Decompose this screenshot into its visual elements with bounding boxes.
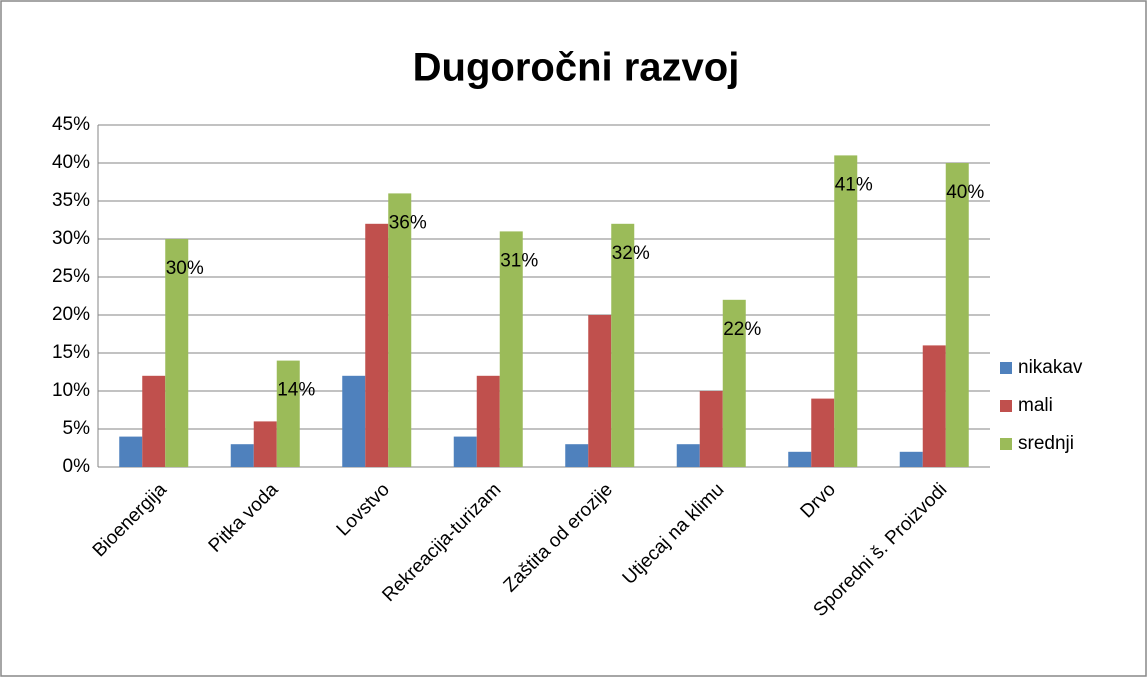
bar bbox=[788, 451, 812, 467]
legend-swatch bbox=[1000, 400, 1012, 412]
legend-swatch bbox=[1000, 362, 1012, 374]
y-tick-label: 45% bbox=[52, 114, 90, 135]
bar bbox=[342, 375, 366, 467]
bar bbox=[230, 444, 254, 467]
bar bbox=[499, 231, 523, 467]
bar bbox=[388, 193, 412, 467]
bar bbox=[253, 421, 277, 467]
bar bbox=[276, 360, 300, 467]
y-tick-label: 25% bbox=[52, 266, 90, 287]
bar bbox=[476, 375, 500, 467]
data-label: 32% bbox=[612, 243, 650, 264]
data-label: 31% bbox=[500, 250, 538, 271]
bar bbox=[899, 451, 923, 467]
data-label: 22% bbox=[723, 319, 761, 340]
data-label: 30% bbox=[166, 258, 204, 279]
bar bbox=[453, 436, 477, 467]
data-label: 36% bbox=[389, 212, 427, 233]
data-label: 40% bbox=[946, 182, 984, 203]
bar bbox=[565, 444, 589, 467]
bar bbox=[722, 299, 746, 467]
data-label: 14% bbox=[277, 380, 315, 401]
y-tick-label: 30% bbox=[52, 228, 90, 249]
legend-label: srednji bbox=[1018, 433, 1074, 454]
y-tick-label: 40% bbox=[52, 152, 90, 173]
bar bbox=[834, 155, 858, 467]
y-tick-label: 0% bbox=[63, 456, 91, 477]
data-label: 41% bbox=[835, 174, 873, 195]
bar bbox=[811, 398, 835, 467]
y-tick-label: 15% bbox=[52, 342, 90, 363]
bar bbox=[365, 223, 389, 467]
y-tick-label: 35% bbox=[52, 190, 90, 211]
chart-title: Dugoročni razvoj bbox=[413, 46, 740, 90]
bar bbox=[945, 163, 969, 467]
bar bbox=[119, 436, 143, 467]
legend-swatch bbox=[1000, 438, 1012, 450]
bar bbox=[611, 223, 635, 467]
bar bbox=[165, 239, 189, 467]
bar bbox=[699, 391, 723, 467]
bar bbox=[142, 375, 166, 467]
bar bbox=[922, 345, 946, 467]
legend-label: nikakav bbox=[1018, 357, 1083, 378]
y-tick-label: 5% bbox=[63, 418, 91, 439]
y-tick-label: 10% bbox=[52, 380, 90, 401]
bar bbox=[588, 315, 612, 467]
legend-label: mali bbox=[1018, 395, 1053, 416]
bar bbox=[676, 444, 700, 467]
y-tick-label: 20% bbox=[52, 304, 90, 325]
